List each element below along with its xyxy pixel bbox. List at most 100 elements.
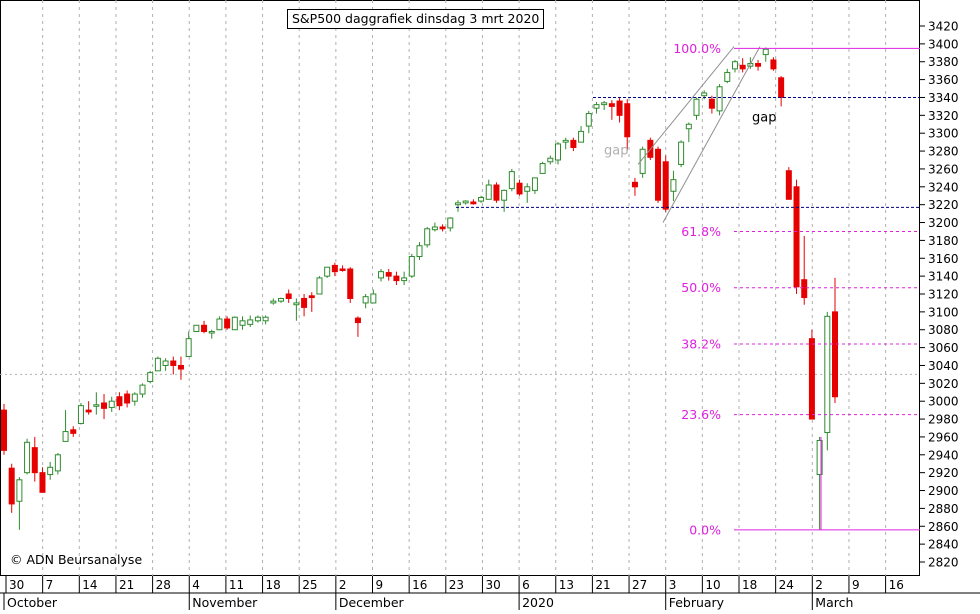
- x-tick-label: 11: [229, 578, 244, 592]
- candle-up: [216, 318, 223, 331]
- y-tick-label: 2980: [928, 413, 959, 427]
- fib-level-label: 61.8%: [681, 224, 721, 239]
- candle-up: [501, 189, 508, 201]
- x-tick-label: 9: [852, 578, 860, 592]
- y-tick-label: 3280: [928, 145, 959, 159]
- candle-down: [124, 393, 131, 404]
- x-tick-label: 9: [376, 578, 384, 592]
- candle-up: [578, 130, 585, 143]
- candle-up: [239, 320, 246, 326]
- y-tick-label: 3040: [928, 359, 959, 373]
- candle-up: [724, 71, 731, 82]
- month-label: February: [669, 595, 725, 610]
- candle-up: [370, 293, 377, 304]
- candle-up: [208, 331, 215, 334]
- candle-up: [485, 184, 492, 200]
- candle-down: [308, 295, 315, 299]
- y-tick-label: 2820: [928, 556, 959, 570]
- candle-down: [385, 272, 392, 277]
- candle-down: [331, 264, 338, 273]
- candle-down: [393, 275, 400, 282]
- y-tick-label: 3240: [928, 180, 959, 194]
- candle-up: [139, 384, 146, 395]
- x-tick-label: 23: [449, 578, 464, 592]
- candle-up: [716, 86, 723, 112]
- x-tick-label: 2: [339, 578, 347, 592]
- x-tick-label: 18: [742, 578, 757, 592]
- candle-down: [285, 293, 292, 299]
- candle-down: [70, 429, 77, 434]
- candle-up: [47, 466, 54, 475]
- candle-down: [793, 186, 800, 288]
- x-tick-label: 6: [522, 578, 530, 592]
- x-tick-label: 21: [119, 578, 134, 592]
- candle-up: [316, 277, 323, 295]
- y-tick-label: 3140: [928, 270, 959, 284]
- fib-level-label: 100.0%: [673, 41, 721, 56]
- candle-down: [170, 360, 177, 366]
- candle-up: [531, 177, 538, 191]
- fib-level-label: 23.6%: [681, 407, 721, 422]
- candle-up: [562, 139, 569, 143]
- y-tick-label: 3360: [928, 73, 959, 87]
- y-tick-label: 2960: [928, 430, 959, 444]
- candle-up: [131, 393, 138, 402]
- y-tick-label: 3420: [928, 20, 959, 34]
- candle-up: [424, 228, 431, 246]
- y-tick-label: 2860: [928, 520, 959, 534]
- candle-down: [785, 170, 792, 200]
- candle-up: [154, 357, 161, 372]
- candle-up: [585, 113, 592, 127]
- y-tick-label: 3260: [928, 162, 959, 176]
- candle-up: [601, 102, 608, 106]
- plot-frame: [0, 0, 920, 576]
- x-tick-label: 24: [779, 578, 794, 592]
- candle-down: [493, 184, 500, 201]
- x-tick-label: 10: [705, 578, 720, 592]
- month-label: 2020: [522, 595, 554, 610]
- y-tick-label: 3180: [928, 234, 959, 248]
- candle-down: [85, 409, 92, 413]
- candle-down: [301, 297, 308, 308]
- candle-up: [555, 143, 561, 161]
- candle-up: [16, 479, 23, 502]
- y-tick-label: 3340: [928, 91, 959, 105]
- candle-up: [416, 245, 423, 257]
- candle-up: [247, 319, 254, 325]
- candle-down: [655, 148, 662, 201]
- candle-down: [755, 63, 762, 67]
- candle-up: [254, 316, 261, 322]
- candle-up: [454, 202, 461, 206]
- candle-up: [401, 277, 408, 282]
- candle-up: [701, 92, 708, 97]
- candle-down: [801, 279, 808, 299]
- candle-up: [593, 104, 600, 109]
- candle-down: [616, 100, 623, 116]
- y-tick-label: 2920: [928, 466, 959, 480]
- candle-up: [262, 316, 269, 322]
- candle-up: [678, 141, 685, 165]
- month-label: November: [192, 595, 258, 610]
- candle-down: [516, 182, 523, 195]
- candle-down: [31, 447, 38, 474]
- x-tick-label: 16: [412, 578, 427, 592]
- x-tick-label: 14: [82, 578, 97, 592]
- trendline-lower: [662, 46, 761, 223]
- y-tick-label: 2940: [928, 448, 959, 462]
- y-tick-label: 3020: [928, 377, 959, 391]
- candle-down: [101, 402, 108, 409]
- candle-down: [778, 77, 785, 98]
- candle-down: [832, 311, 838, 398]
- candle-up: [278, 297, 284, 302]
- month-label: December: [339, 595, 405, 610]
- candle-up: [378, 271, 385, 279]
- candle-up: [508, 171, 515, 190]
- candle-down: [177, 364, 184, 370]
- candle-up: [462, 200, 469, 204]
- x-tick-label: 2: [815, 578, 823, 592]
- candle-up: [162, 360, 169, 366]
- x-tick-label: 4: [192, 578, 200, 592]
- candle-down: [662, 161, 669, 210]
